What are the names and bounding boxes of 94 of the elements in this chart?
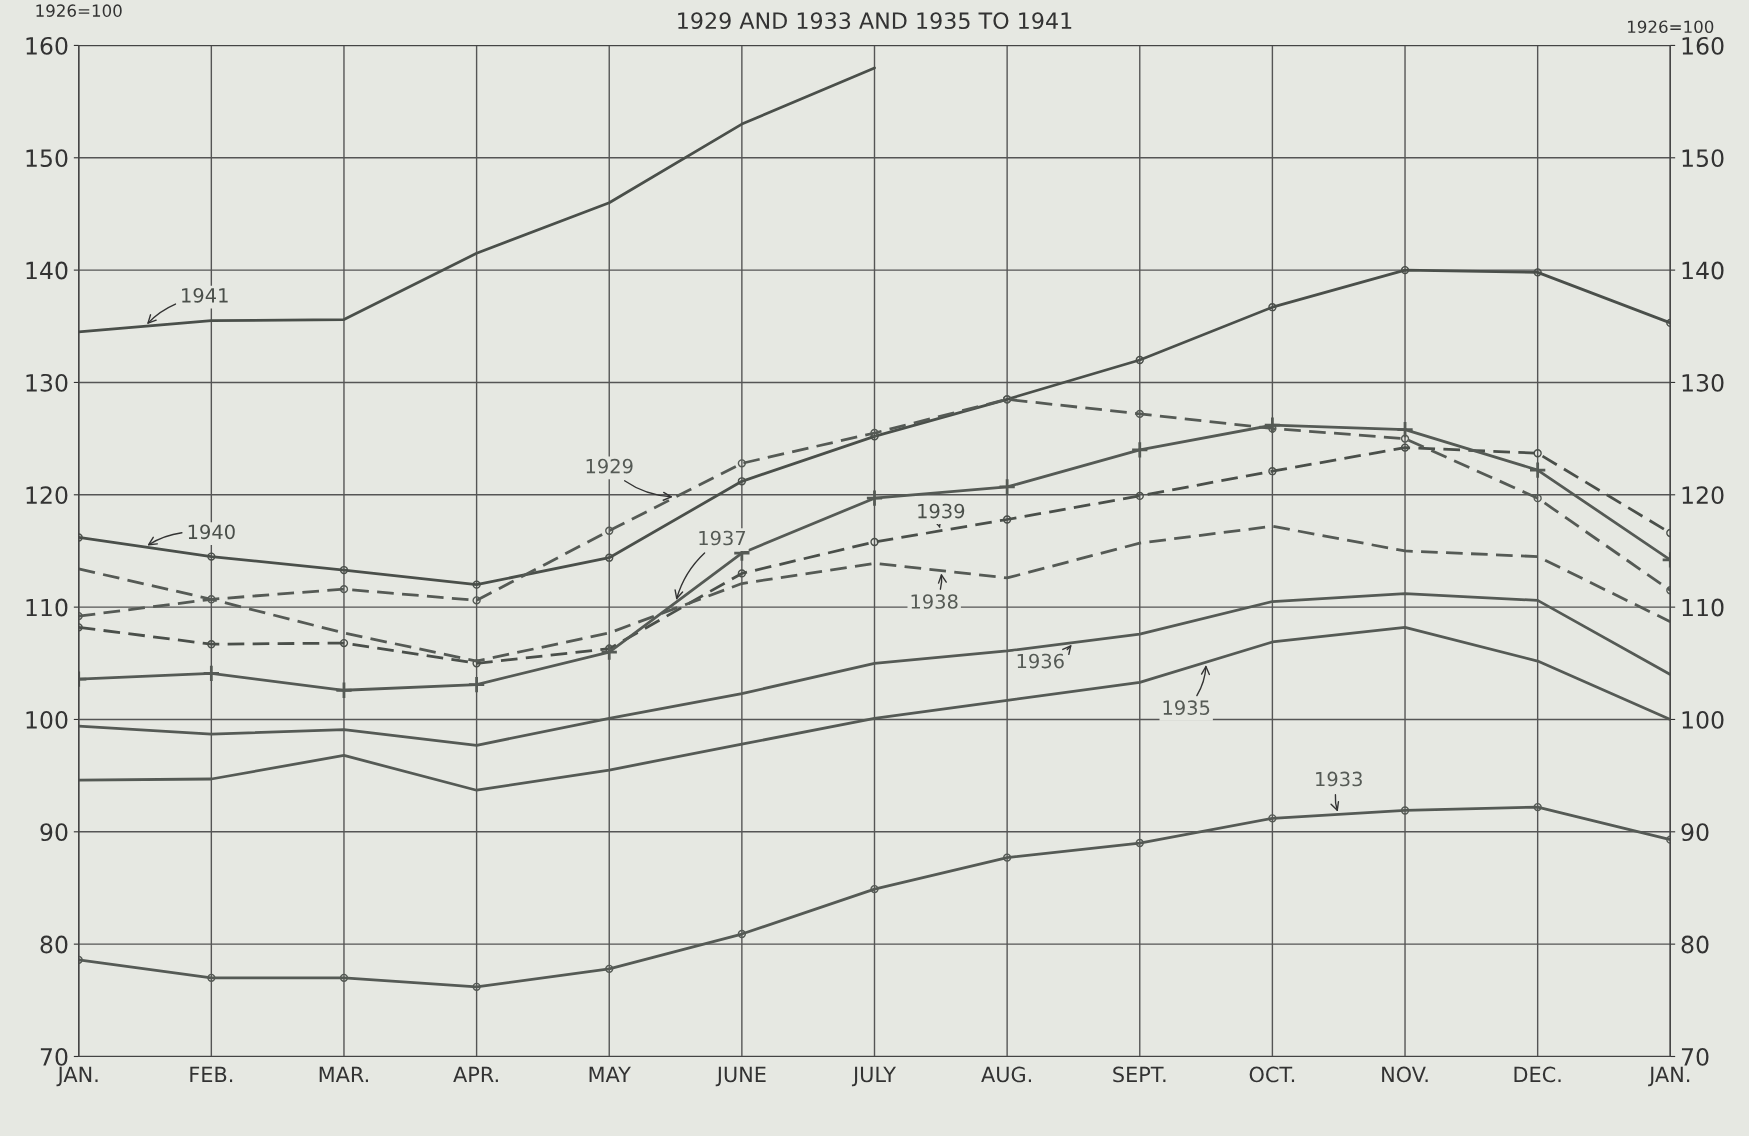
- y-tick-label: 90: [40, 823, 68, 842]
- x-tick-label: JULY: [851, 1066, 897, 1087]
- x-tick-label: AUG.: [981, 1066, 1032, 1083]
- point: [1135, 491, 1144, 501]
- point: [870, 537, 879, 547]
- point: [737, 459, 747, 468]
- point: [737, 929, 747, 939]
- series-label: 1936: [1017, 653, 1064, 669]
- point: [1528, 461, 1547, 480]
- series-label: 1933: [1316, 771, 1362, 787]
- x-tick-label: OCT.: [1249, 1066, 1295, 1083]
- x-tick-label: JAN.: [56, 1066, 98, 1087]
- point: [1533, 268, 1542, 277]
- point: [1396, 420, 1415, 439]
- y2-tick-label: 90: [1681, 823, 1709, 842]
- x-tick-label: DEC.: [1514, 1066, 1561, 1083]
- point: [1400, 443, 1410, 452]
- y-tick-label: 150: [26, 149, 68, 168]
- y-tick-label: 80: [40, 935, 68, 954]
- point: [737, 569, 747, 578]
- point: [870, 432, 879, 441]
- point: [870, 884, 879, 894]
- point: [1002, 853, 1012, 862]
- series-label: 1939: [918, 503, 965, 519]
- y2-tick-label: 80: [1681, 935, 1709, 954]
- point: [605, 526, 614, 535]
- y2-tick-label: 130: [1682, 373, 1724, 392]
- point: [870, 428, 879, 438]
- point: [207, 973, 216, 983]
- point: [207, 640, 216, 649]
- y-tick-label: 110: [26, 598, 68, 617]
- x-tick-label: APR.: [453, 1066, 498, 1083]
- point: [1002, 515, 1012, 524]
- point: [1400, 434, 1410, 443]
- point: [1263, 416, 1282, 435]
- y-tick-label: 70: [40, 1047, 68, 1066]
- point: [1268, 303, 1277, 312]
- y2-tick-label: 120: [1682, 486, 1724, 505]
- point: [207, 552, 216, 561]
- y2-tick-label: 70: [1681, 1047, 1709, 1066]
- point: [334, 681, 353, 700]
- y2-tick-label: 110: [1682, 598, 1724, 617]
- series-label: 1941: [182, 288, 228, 303]
- chart-title: 1929 AND 1933 AND 1935 TO 1941: [678, 12, 1072, 30]
- x-tick-label: SEPT.: [1113, 1066, 1166, 1083]
- point: [1135, 409, 1144, 419]
- x-tick-label: FEB.: [190, 1066, 233, 1083]
- point: [1135, 838, 1144, 848]
- x-tick-label: MAR.: [319, 1066, 369, 1083]
- point: [1130, 440, 1149, 459]
- y2-tick-label: 150: [1682, 149, 1724, 168]
- y2-axis-title: 1926=100: [1628, 20, 1714, 34]
- y2-tick-label: 100: [1682, 710, 1724, 729]
- point: [865, 489, 884, 508]
- point: [472, 596, 481, 605]
- series-label: 1938: [911, 594, 958, 609]
- y-tick-label: 140: [26, 261, 68, 280]
- x-tick-label: JAN.: [1648, 1066, 1690, 1087]
- point: [339, 973, 349, 983]
- y-axis-title: 1926=100: [36, 4, 122, 17]
- point: [467, 675, 486, 694]
- y-tick-label: 130: [26, 373, 68, 392]
- text: 1929: [586, 458, 633, 474]
- point: [600, 643, 619, 662]
- x-tick-label: MAY: [589, 1066, 631, 1083]
- point: [472, 659, 481, 668]
- point: [1533, 802, 1542, 812]
- point: [737, 477, 747, 486]
- y2-tick-label: 160: [1682, 36, 1724, 55]
- point: [472, 982, 481, 991]
- point: [339, 565, 349, 575]
- series-label: 1935: [1163, 700, 1210, 715]
- point: [1533, 449, 1542, 458]
- point: [1135, 355, 1144, 365]
- y-tick-label: 100: [26, 710, 68, 729]
- y2-tick-label: 140: [1682, 261, 1724, 280]
- point: [339, 584, 349, 594]
- series-label: 1937: [699, 530, 746, 546]
- x-tick-label: JUNE: [715, 1066, 766, 1087]
- point: [1268, 467, 1277, 476]
- point: [998, 477, 1017, 496]
- point: [472, 580, 481, 589]
- series-label: 1940: [188, 524, 235, 540]
- point: [1400, 806, 1410, 815]
- point: [605, 964, 614, 974]
- x-tick-label: NOV.: [1382, 1066, 1428, 1083]
- point: [207, 595, 216, 604]
- point: [339, 638, 349, 648]
- point: [1268, 814, 1277, 823]
- y-tick-label: 120: [26, 486, 68, 505]
- point: [605, 553, 614, 562]
- y-tick-label: 160: [26, 36, 68, 55]
- point: [1400, 265, 1410, 275]
- point: [202, 664, 221, 683]
